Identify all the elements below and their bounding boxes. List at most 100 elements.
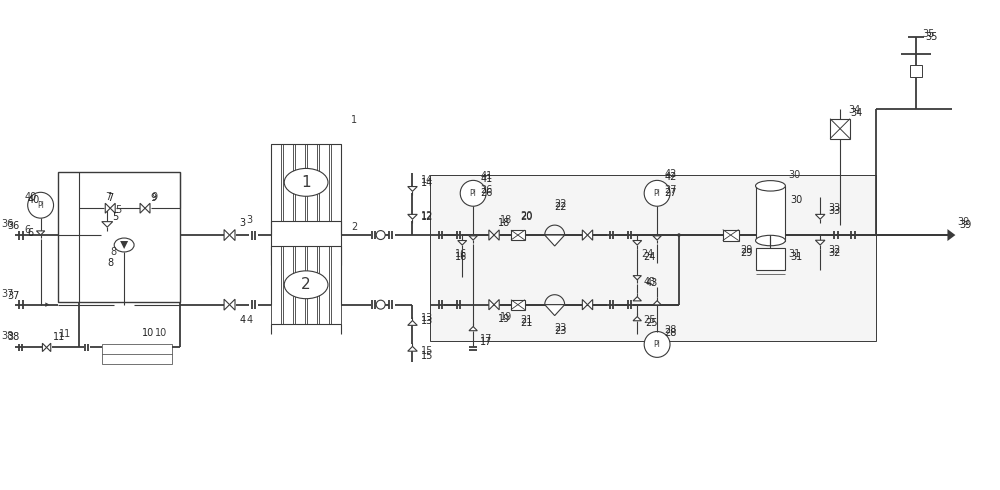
Text: 31: 31 <box>788 249 801 259</box>
Text: 2: 2 <box>351 222 358 232</box>
Text: 12: 12 <box>420 212 433 222</box>
Polygon shape <box>224 299 230 310</box>
Text: 28: 28 <box>664 327 676 338</box>
Polygon shape <box>494 299 499 310</box>
Text: 28: 28 <box>664 324 676 335</box>
Text: 24: 24 <box>643 252 656 262</box>
Text: 38: 38 <box>2 331 14 342</box>
Polygon shape <box>588 299 593 310</box>
Bar <box>331 246 341 323</box>
Polygon shape <box>408 320 417 325</box>
Ellipse shape <box>112 348 132 360</box>
Polygon shape <box>653 236 661 240</box>
Text: 21: 21 <box>520 315 532 324</box>
Text: 15: 15 <box>420 351 433 361</box>
Polygon shape <box>815 240 825 245</box>
Bar <box>319 246 329 323</box>
Polygon shape <box>469 326 477 331</box>
Ellipse shape <box>130 348 150 360</box>
Text: 32: 32 <box>828 248 841 258</box>
Polygon shape <box>230 299 235 310</box>
Bar <box>319 144 329 221</box>
Text: 22: 22 <box>555 202 567 212</box>
Text: 30: 30 <box>788 171 801 180</box>
Text: PI: PI <box>470 189 477 198</box>
Circle shape <box>677 233 681 237</box>
Bar <box>723 230 739 241</box>
Polygon shape <box>947 229 955 241</box>
Text: 40: 40 <box>25 192 37 202</box>
Text: 13: 13 <box>420 313 433 322</box>
Bar <box>910 65 922 77</box>
Text: 10: 10 <box>142 327 154 338</box>
Text: 24: 24 <box>641 249 654 259</box>
Polygon shape <box>489 230 494 240</box>
Bar <box>756 248 785 270</box>
Text: 16: 16 <box>455 252 468 262</box>
Text: 14: 14 <box>420 178 433 188</box>
Text: 8: 8 <box>107 258 113 268</box>
Polygon shape <box>633 276 641 280</box>
Text: 20: 20 <box>520 211 532 221</box>
Polygon shape <box>140 203 145 213</box>
Text: 6: 6 <box>25 225 31 235</box>
Text: PI: PI <box>37 201 44 210</box>
Text: 18: 18 <box>498 218 510 228</box>
Text: 12: 12 <box>420 211 433 221</box>
Text: 18: 18 <box>500 215 512 225</box>
Text: 10: 10 <box>155 328 167 339</box>
Polygon shape <box>408 214 417 219</box>
Bar <box>430 175 876 342</box>
Text: 17: 17 <box>480 335 492 344</box>
Polygon shape <box>458 241 467 245</box>
Polygon shape <box>120 241 128 249</box>
Text: 9: 9 <box>151 192 157 202</box>
Bar <box>511 300 525 310</box>
Bar <box>283 144 293 221</box>
Ellipse shape <box>756 235 785 246</box>
Text: 2: 2 <box>301 277 311 292</box>
Text: 4: 4 <box>239 315 246 324</box>
Polygon shape <box>469 236 477 240</box>
Circle shape <box>460 180 486 206</box>
Text: 33: 33 <box>828 203 840 213</box>
Bar <box>295 144 305 221</box>
Text: 37: 37 <box>2 289 14 299</box>
Text: 8: 8 <box>110 247 116 257</box>
Circle shape <box>644 180 670 206</box>
Text: 6: 6 <box>28 228 34 238</box>
Circle shape <box>376 231 385 240</box>
Text: 9: 9 <box>150 193 156 203</box>
Text: 42: 42 <box>664 172 676 182</box>
Polygon shape <box>145 203 150 213</box>
Ellipse shape <box>148 348 168 360</box>
Polygon shape <box>408 187 417 191</box>
Text: 21: 21 <box>520 318 532 327</box>
Text: 31: 31 <box>790 252 803 262</box>
Polygon shape <box>110 203 115 213</box>
Text: 4: 4 <box>246 315 253 324</box>
Text: 41: 41 <box>480 174 492 184</box>
Text: 15: 15 <box>420 346 433 356</box>
Polygon shape <box>582 230 588 240</box>
Text: 33: 33 <box>828 206 840 216</box>
Text: 11: 11 <box>53 333 65 343</box>
Circle shape <box>376 300 385 309</box>
Polygon shape <box>489 299 494 310</box>
Text: 36: 36 <box>2 219 14 229</box>
Polygon shape <box>105 203 110 213</box>
Text: 3: 3 <box>246 215 253 225</box>
Bar <box>307 246 317 323</box>
Bar <box>830 119 850 139</box>
Polygon shape <box>42 343 47 352</box>
Text: 11: 11 <box>59 329 71 340</box>
Ellipse shape <box>756 181 785 191</box>
Text: 7: 7 <box>105 192 112 202</box>
Text: 40: 40 <box>28 195 40 205</box>
Text: 5: 5 <box>115 205 121 215</box>
Circle shape <box>644 332 670 357</box>
Text: 27: 27 <box>664 185 677 196</box>
Text: 36: 36 <box>8 221 20 231</box>
Text: 38: 38 <box>8 333 20 343</box>
Polygon shape <box>224 230 230 241</box>
